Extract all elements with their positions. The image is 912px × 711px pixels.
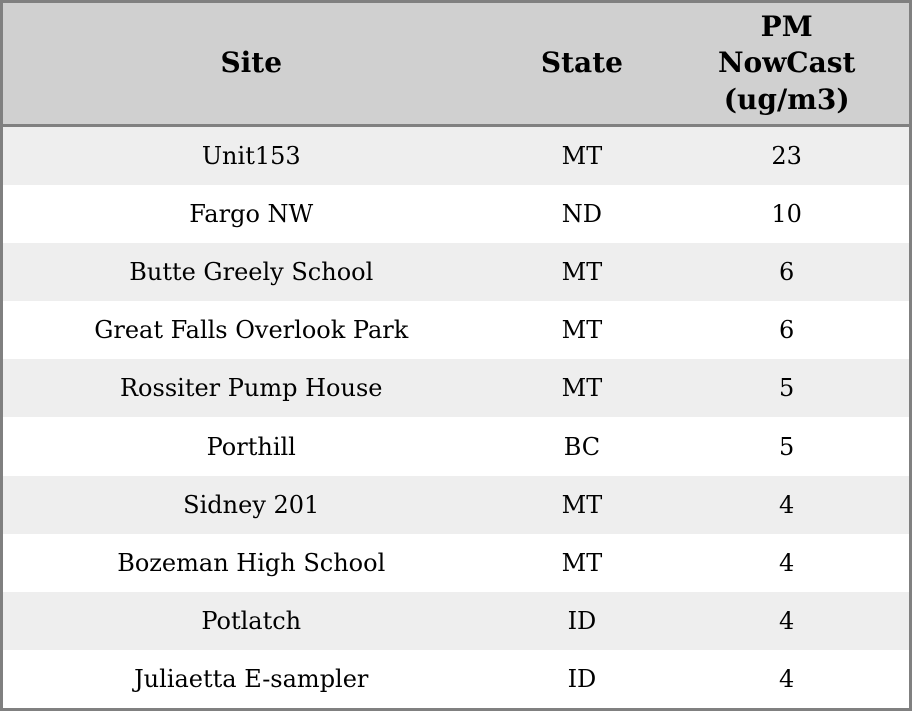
col-header-state: State <box>499 3 665 127</box>
state-cell: MT <box>499 475 665 534</box>
state-cell: MT <box>499 243 665 302</box>
site-cell: Great Falls Overlook Park <box>3 301 500 360</box>
state-cell: ID <box>499 591 665 650</box>
site-cell: Bozeman High School <box>3 533 500 592</box>
state-cell: MT <box>499 301 665 360</box>
header-row: Site State PM NowCast (ug/m3) <box>3 3 909 127</box>
col-header-site: Site <box>3 3 500 127</box>
table-row: Unit153 MT 23 <box>3 125 909 186</box>
pm-nowcast-cell: 4 <box>664 475 909 534</box>
table-row: Great Falls Overlook Park MT 6 <box>3 301 909 360</box>
state-cell: MT <box>499 125 665 186</box>
table-row: Butte Greely School MT 6 <box>3 243 909 302</box>
site-cell: Butte Greely School <box>3 243 500 302</box>
site-cell: Fargo NW <box>3 185 500 244</box>
pm-nowcast-cell: 4 <box>664 649 909 708</box>
table-row: Fargo NW ND 10 <box>3 185 909 244</box>
site-cell: Juliaetta E-sampler <box>3 649 500 708</box>
pm-nowcast-cell: 6 <box>664 243 909 302</box>
col-header-pm-nowcast: PM NowCast (ug/m3) <box>664 3 909 127</box>
table-row: Porthill BC 5 <box>3 417 909 476</box>
site-cell: Porthill <box>3 417 500 476</box>
pm-nowcast-cell: 4 <box>664 591 909 650</box>
air-quality-table: Site State PM NowCast (ug/m3) Unit153 MT… <box>3 3 909 708</box>
state-cell: ID <box>499 649 665 708</box>
table-row: Juliaetta E-sampler ID 4 <box>3 649 909 708</box>
table-body: Unit153 MT 23 Fargo NW ND 10 Butte Greel… <box>3 125 909 708</box>
pm-nowcast-cell: 4 <box>664 533 909 592</box>
pm-nowcast-cell: 10 <box>664 185 909 244</box>
site-cell: Rossiter Pump House <box>3 359 500 418</box>
pm-nowcast-cell: 23 <box>664 125 909 186</box>
state-cell: MT <box>499 533 665 592</box>
table-row: Sidney 201 MT 4 <box>3 475 909 534</box>
site-cell: Unit153 <box>3 125 500 186</box>
pm-nowcast-cell: 5 <box>664 417 909 476</box>
state-cell: ND <box>499 185 665 244</box>
state-cell: BC <box>499 417 665 476</box>
pm-nowcast-cell: 6 <box>664 301 909 360</box>
table-row: Bozeman High School MT 4 <box>3 533 909 592</box>
state-cell: MT <box>499 359 665 418</box>
table-row: Potlatch ID 4 <box>3 591 909 650</box>
pm-nowcast-cell: 5 <box>664 359 909 418</box>
table-row: Rossiter Pump House MT 5 <box>3 359 909 418</box>
site-cell: Sidney 201 <box>3 475 500 534</box>
site-cell: Potlatch <box>3 591 500 650</box>
table-header: Site State PM NowCast (ug/m3) <box>3 3 909 127</box>
